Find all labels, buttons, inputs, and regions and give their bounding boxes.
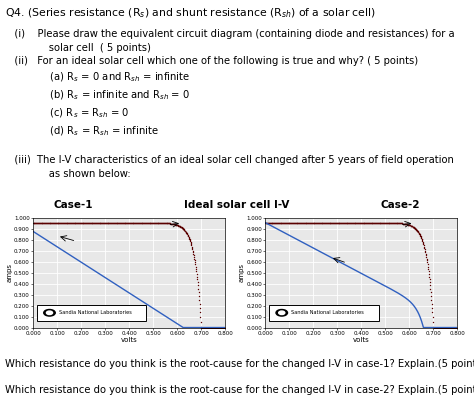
Text: Q4. (Series resistance (R$_s$) and shunt resistance (R$_{sh}$) of a solar cell): Q4. (Series resistance (R$_s$) and shunt… xyxy=(5,6,376,20)
Text: (i)    Please draw the equivalent circuit diagram (containing diode and resistan: (i) Please draw the equivalent circuit d… xyxy=(5,29,455,179)
Text: Ideal solar cell I-V: Ideal solar cell I-V xyxy=(184,200,290,210)
Y-axis label: amps: amps xyxy=(239,264,245,282)
Circle shape xyxy=(276,310,288,316)
X-axis label: volts: volts xyxy=(121,337,137,343)
Text: Sandia National Laboratories: Sandia National Laboratories xyxy=(59,310,132,315)
X-axis label: volts: volts xyxy=(353,337,370,343)
Y-axis label: amps: amps xyxy=(7,264,13,282)
Text: Case-1: Case-1 xyxy=(54,200,93,210)
Text: Case-2: Case-2 xyxy=(381,200,420,210)
FancyBboxPatch shape xyxy=(269,304,379,321)
Circle shape xyxy=(46,311,53,314)
Text: Which resistance do you think is the root-cause for the changed I-V in case-2? E: Which resistance do you think is the roo… xyxy=(5,385,474,395)
Text: Sandia National Laboratories: Sandia National Laboratories xyxy=(292,310,364,315)
FancyBboxPatch shape xyxy=(37,304,146,321)
Text: Which resistance do you think is the root-cause for the changed I-V in case-1? E: Which resistance do you think is the roo… xyxy=(5,359,474,369)
Circle shape xyxy=(44,310,55,316)
Circle shape xyxy=(279,311,285,314)
